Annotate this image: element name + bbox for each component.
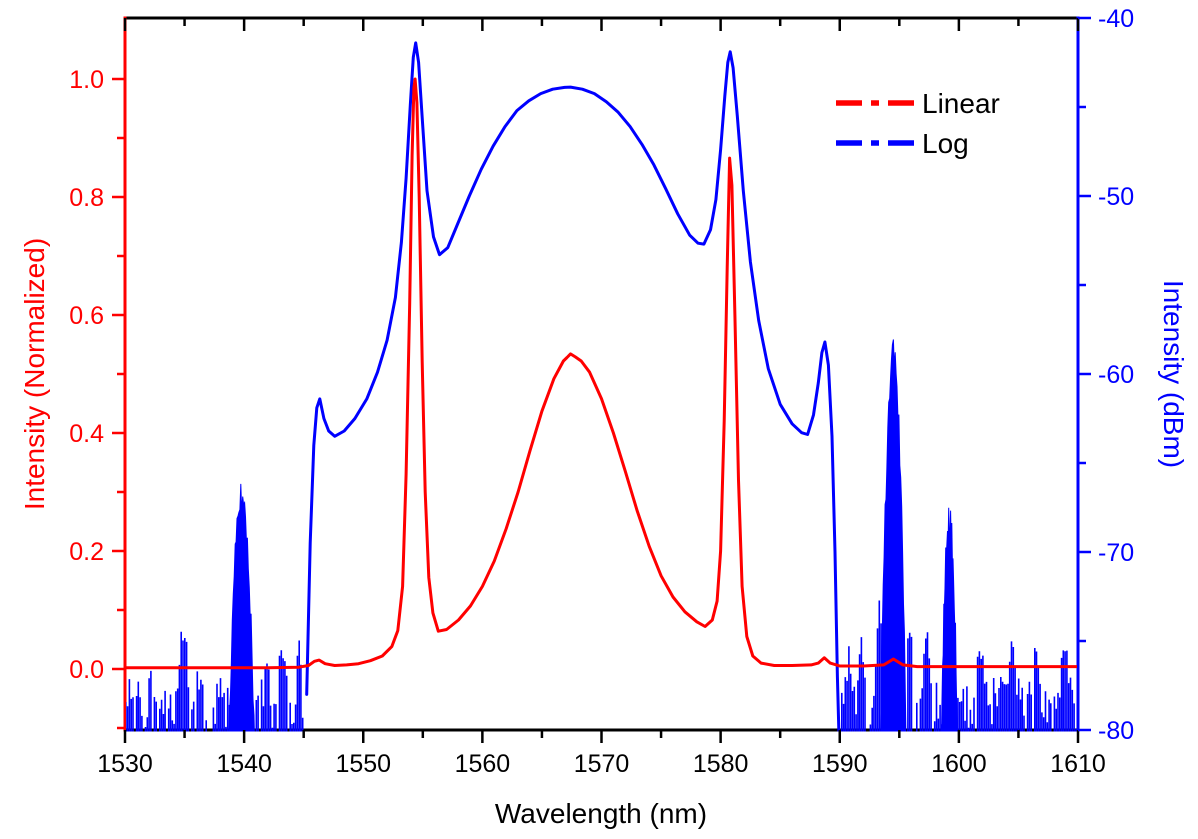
plot-series xyxy=(126,41,1077,732)
x-tick-label: 1600 xyxy=(931,750,987,778)
left-tick-label: 0.6 xyxy=(69,302,104,330)
noise-bars-region-1 xyxy=(126,631,304,732)
linear-curve xyxy=(126,77,1077,670)
right-tick-label: -80 xyxy=(1098,717,1134,745)
right-tick-label: -50 xyxy=(1098,183,1134,211)
right-tick-label: -60 xyxy=(1098,361,1134,389)
x-tick-label: 1590 xyxy=(812,750,868,778)
right-tick-label: -40 xyxy=(1098,5,1134,33)
legend: Linear Log xyxy=(836,88,1000,159)
left-tick-label: 0.4 xyxy=(69,420,104,448)
plot-frame xyxy=(123,16,1080,732)
noise-peak-1-1 xyxy=(228,483,255,732)
left-tick-label: 1.0 xyxy=(69,66,104,94)
x-axis-title: Wavelength (nm) xyxy=(495,798,707,829)
left-tick-label: 0.0 xyxy=(69,656,104,684)
log-curve xyxy=(305,41,841,732)
x-tick-label: 1610 xyxy=(1050,750,1106,778)
legend-label-log: Log xyxy=(922,128,969,159)
noise-peak-2-2 xyxy=(941,507,958,732)
legend-item-log: Log xyxy=(836,128,969,159)
x-tick-label: 1560 xyxy=(455,750,511,778)
x-tick-label: 1570 xyxy=(574,750,630,778)
right-tick-label: -70 xyxy=(1098,539,1134,567)
x-tick-label: 1530 xyxy=(97,750,153,778)
plot-ticks: 1530 1540 1550 1560 1570 1580 1590 1600 1610 0.0 0… xyxy=(69,5,1134,778)
legend-label-linear: Linear xyxy=(922,88,1000,119)
legend-item-linear: Linear xyxy=(836,88,1000,119)
left-axis-title: Intensity (Normalized) xyxy=(19,238,50,510)
right-axis-title: Intensity (dBm) xyxy=(1158,280,1189,468)
x-tick-label: 1580 xyxy=(693,750,749,778)
left-tick-label: 0.8 xyxy=(69,184,104,212)
x-tick-label: 1540 xyxy=(216,750,272,778)
x-tick-label: 1550 xyxy=(335,750,391,778)
noise-peak-2-1 xyxy=(880,339,907,732)
left-tick-label: 0.2 xyxy=(69,538,104,566)
